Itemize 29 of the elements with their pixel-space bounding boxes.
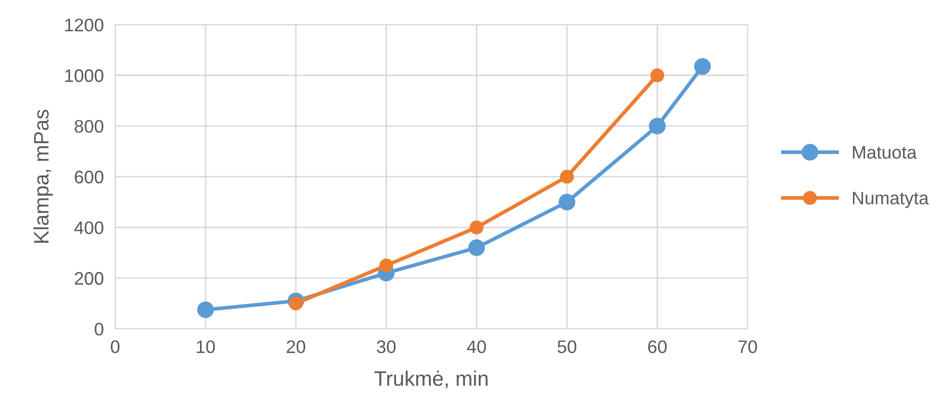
- x-tick-label: 10: [196, 340, 215, 354]
- legend-label: Numatyta: [852, 192, 929, 208]
- point: [650, 68, 664, 82]
- x-tick-label: 50: [558, 340, 576, 354]
- y-axis-title: Klampa, mPas: [33, 110, 53, 243]
- legend-label: Matuota: [852, 146, 917, 159]
- point: [288, 296, 303, 310]
- y-tick-label: 1200: [65, 18, 104, 32]
- point: [197, 301, 214, 318]
- x-axis-title: Trukmė, min: [374, 370, 488, 388]
- point: [379, 258, 394, 272]
- x-tick-label: 60: [648, 340, 667, 354]
- y-tick-label: 1000: [65, 69, 104, 82]
- point: [468, 239, 485, 256]
- point: [694, 58, 711, 75]
- y-tick-label: 200: [74, 272, 104, 285]
- x-tick-label: 30: [376, 340, 396, 354]
- x-tick-label: 40: [466, 340, 486, 354]
- x-tick-label: 0: [110, 340, 120, 354]
- point: [558, 194, 576, 210]
- y-tick-label: 600: [74, 170, 104, 184]
- y-tick-label: 0: [94, 322, 104, 336]
- y-tick-label: 800: [74, 120, 104, 133]
- x-tick-label: 70: [738, 340, 757, 354]
- point: [648, 118, 666, 134]
- point: [470, 220, 484, 234]
- x-tick-label: 20: [286, 340, 306, 354]
- y-tick-label: 400: [74, 221, 104, 234]
- point: [560, 170, 574, 184]
